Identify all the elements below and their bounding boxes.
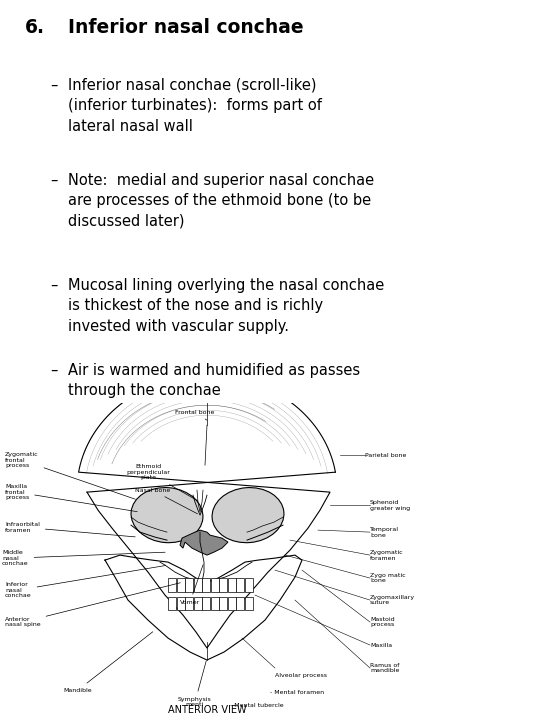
Bar <box>193 597 201 610</box>
Bar <box>185 578 193 592</box>
Text: Middle
nasal
conchae: Middle nasal conchae <box>2 550 165 567</box>
Text: Mucosal lining overlying the nasal conchae
is thickest of the nose and is richly: Mucosal lining overlying the nasal conch… <box>68 278 384 333</box>
Text: Parietal bone: Parietal bone <box>365 453 407 458</box>
Bar <box>219 578 227 592</box>
Text: Symphysis
menti: Symphysis menti <box>178 661 212 708</box>
Text: Zygomatic
frontal
process: Zygomatic frontal process <box>5 452 136 499</box>
Bar <box>168 578 176 592</box>
Text: –: – <box>50 173 57 188</box>
Text: –: – <box>50 363 57 378</box>
Text: –: – <box>50 278 57 293</box>
Text: Frontal bone: Frontal bone <box>176 410 215 420</box>
Bar <box>202 578 210 592</box>
Text: Mandible: Mandible <box>64 631 153 693</box>
Ellipse shape <box>131 487 203 543</box>
Bar <box>219 597 227 610</box>
Text: Ethmoid
perpendicular
plate: Ethmoid perpendicular plate <box>126 464 198 500</box>
Text: Nasal bone: Nasal bone <box>135 487 198 514</box>
Text: Zygomatic
foramen: Zygomatic foramen <box>370 549 403 560</box>
Bar <box>245 578 253 592</box>
Text: 6.: 6. <box>25 18 45 37</box>
Bar <box>227 597 235 610</box>
Text: Ramus of
mandible: Ramus of mandible <box>370 662 400 673</box>
Text: Zygomaxillary
suture: Zygomaxillary suture <box>370 595 415 606</box>
Bar <box>177 578 185 592</box>
Text: Inferior nasal conchae (scroll-like)
(inferior turbinates):  forms part of
later: Inferior nasal conchae (scroll-like) (in… <box>68 78 322 134</box>
Bar <box>211 597 219 610</box>
Text: - Mental foramen: - Mental foramen <box>270 690 324 695</box>
Ellipse shape <box>212 487 284 543</box>
Text: Note:  medial and superior nasal conchae
are processes of the ethmoid bone (to b: Note: medial and superior nasal conchae … <box>68 173 374 229</box>
Text: Mastoid
process: Mastoid process <box>370 616 395 627</box>
Text: Temporal
bone: Temporal bone <box>370 527 399 538</box>
Bar <box>168 597 176 610</box>
Text: Inferior nasal conchae: Inferior nasal conchae <box>68 18 303 37</box>
Text: Anterior
nasal spine: Anterior nasal spine <box>5 582 180 627</box>
Bar <box>211 578 219 592</box>
Polygon shape <box>180 530 228 555</box>
Text: Sphenoid
greater wing: Sphenoid greater wing <box>370 500 410 510</box>
Text: Inferior
nasal
conchae: Inferior nasal conchae <box>5 565 165 598</box>
Text: Air is warmed and humidified as passes
through the conchae: Air is warmed and humidified as passes t… <box>68 363 360 398</box>
Text: Infraorbital
foramen: Infraorbital foramen <box>5 522 135 537</box>
Text: Maxilla
frontal
process: Maxilla frontal process <box>5 484 137 512</box>
Bar <box>202 597 210 610</box>
Bar <box>185 597 193 610</box>
Text: ANTERIOR VIEW: ANTERIOR VIEW <box>168 705 246 715</box>
Bar <box>227 578 235 592</box>
Bar <box>193 578 201 592</box>
Text: –: – <box>50 78 57 93</box>
Text: Vomer: Vomer <box>180 564 203 605</box>
Bar <box>236 597 244 610</box>
Bar <box>245 597 253 610</box>
Text: - Mental tubercle: - Mental tubercle <box>230 703 284 708</box>
Bar <box>236 578 244 592</box>
Bar <box>177 597 185 610</box>
Text: Alveolar process: Alveolar process <box>275 672 327 678</box>
Text: Maxilla: Maxilla <box>370 642 392 647</box>
Text: Zygo matic
bone: Zygo matic bone <box>370 572 406 583</box>
